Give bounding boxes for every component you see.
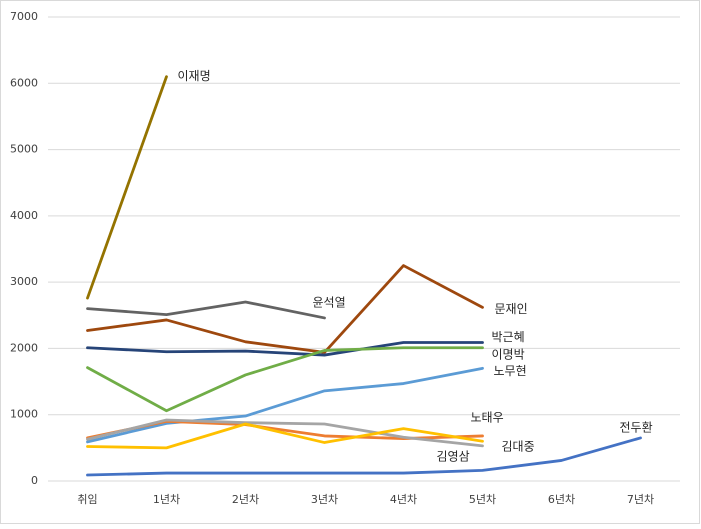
- y-tick-label: 7000: [10, 10, 38, 23]
- series-label: 김대중: [502, 439, 535, 453]
- series-label: 박근혜: [492, 330, 525, 344]
- series-line: [86, 75, 168, 300]
- series-line: [86, 422, 484, 450]
- series-line: [86, 341, 484, 357]
- x-tick-label: 4년차: [390, 493, 417, 506]
- y-tick-label: 0: [31, 474, 38, 487]
- series-line: [86, 346, 484, 413]
- series-line: [86, 418, 484, 448]
- series-label: 문재인: [495, 302, 528, 316]
- y-tick-label: 3000: [10, 275, 38, 288]
- y-tick-label: 2000: [10, 341, 38, 354]
- x-tick-label: 6년차: [548, 493, 575, 506]
- series-line: [86, 436, 642, 477]
- x-tick-label: 7년차: [627, 493, 654, 506]
- series-line: [86, 300, 326, 320]
- x-tick-label: 3년차: [311, 493, 338, 506]
- y-tick-label: 4000: [10, 209, 38, 222]
- x-tick-label: 취임: [77, 493, 97, 506]
- series-label: 전두환: [620, 420, 653, 434]
- series-label: 이명박: [492, 347, 525, 361]
- series-line: [86, 264, 484, 354]
- y-tick-label: 5000: [10, 143, 38, 156]
- y-tick-label: 1000: [10, 408, 38, 421]
- series-label: 윤석열: [313, 295, 346, 309]
- series-label: 이재명: [178, 69, 211, 83]
- series-label: 김영삼: [437, 450, 470, 464]
- x-tick-label: 5년차: [469, 493, 496, 506]
- series-label: 노무현: [494, 364, 527, 378]
- series-line: [86, 366, 484, 444]
- series-label: 노태우: [471, 410, 504, 424]
- x-tick-label: 2년차: [232, 493, 259, 506]
- y-tick-label: 6000: [10, 76, 38, 89]
- x-tick-label: 1년차: [153, 493, 180, 506]
